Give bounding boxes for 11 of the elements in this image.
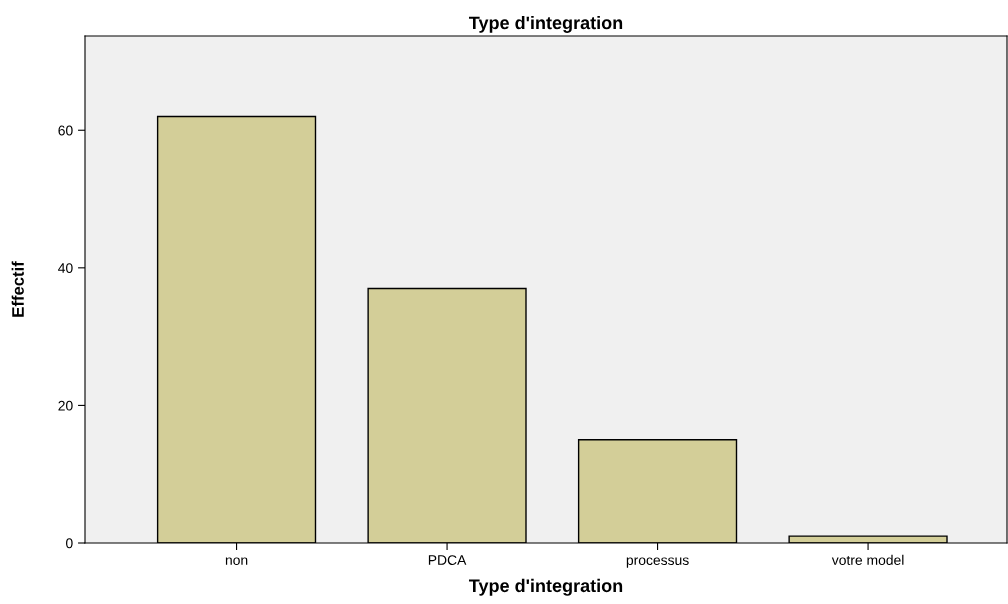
y-tick-label: 60 (58, 125, 73, 136)
x-tick-label: processus (626, 557, 689, 568)
y-tick-label: 0 (66, 538, 73, 549)
x-tick-label: non (225, 557, 248, 566)
x-tick-label: votre model (831, 554, 904, 566)
y-tick-label: 40 (58, 263, 73, 273)
x-axis-title: Type d'integration (468, 578, 623, 596)
y-tick-label: 20 (58, 400, 73, 411)
chart-title: Type d'integration (468, 15, 623, 33)
x-tick-label: PDCA (428, 555, 467, 566)
y-axis-title: Effectif (11, 261, 24, 317)
